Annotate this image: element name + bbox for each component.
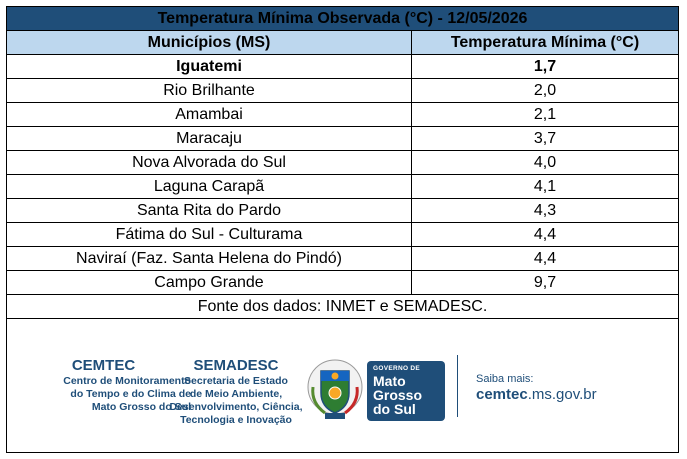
municipio-cell: Santa Rita do Pardo [6,198,412,223]
semadesc-desc-line: Desenvolvimento, Ciência, [169,401,303,413]
municipio-cell: Fátima do Sul - Culturama [6,222,412,247]
temperatura-cell: 4,3 [411,198,679,223]
temperatura-cell: 4,0 [411,150,679,175]
municipio-cell: Nova Alvorada do Sul [6,150,412,175]
cemtec-desc-line: do Tempo e do Clima de [70,388,191,400]
temperatura-cell: 4,1 [411,174,679,199]
table-row: Santa Rita do Pardo 4,3 [6,198,679,223]
temperatura-cell: 2,0 [411,78,679,103]
municipio-cell: Maracaju [6,126,412,151]
cemtec-name: CEMTEC [71,357,136,374]
cemtec-desc-line: Centro de Monitoramento [63,375,191,387]
municipio-cell: Campo Grande [6,270,412,295]
semadesc-desc-line: Tecnologia e Inovação [180,414,292,426]
temperatura-cell: 4,4 [411,246,679,271]
site-label: Saiba mais: [476,373,534,385]
header-row: Municípios (MS) Temperatura Mínima (°C) [6,30,679,55]
temperatura-cell: 9,7 [411,270,679,295]
temperatura-cell: 4,4 [411,222,679,247]
municipio-cell: Laguna Carapã [6,174,412,199]
data-source-note: Fonte dos dados: INMET e SEMADESC. [6,294,679,319]
footer-divider [457,355,458,417]
cemtec-desc-line: Mato Grosso do Sul [91,401,191,413]
semadesc-desc-line: de Meio Ambiente, [189,388,283,400]
website-info: Saiba mais: cemtec.ms.gov.br [476,372,597,404]
title-row: Temperatura Mínima Observada (°C) - 12/0… [6,6,679,31]
municipio-cell: Rio Brilhante [6,78,412,103]
temperatura-cell: 3,7 [411,126,679,151]
table-row: Naviraí (Faz. Santa Helena do Pindó) 4,4 [6,246,679,271]
table-row: Maracaju 3,7 [6,126,679,151]
governo-line: Mato [373,373,406,389]
governo-line: Grosso [373,387,423,403]
column-header-municipio: Municípios (MS) [6,30,412,55]
table-row: Laguna Carapã 4,1 [6,174,679,199]
temperature-table: Temperatura Mínima Observada (°C) - 12/0… [6,6,679,319]
governo-line: do Sul [373,401,416,417]
semadesc-desc-line: Secretaria de Estado [184,375,288,387]
governo-ms-logo: GOVERNO DE Mato Grosso do Sul [303,355,448,425]
site-url-rest: .ms.gov.br [527,386,597,403]
table-row: Iguatemi 1,7 [6,54,679,79]
municipio-cell: Amambai [6,102,412,127]
table-row: Rio Brilhante 2,0 [6,78,679,103]
temperatura-cell: 1,7 [411,54,679,79]
site-url-bold: cemtec [476,386,528,403]
semadesc-logo: SEMADESC Secretaria de Estado de Meio Am… [166,357,306,427]
table-row: Fátima do Sul - Culturama 4,4 [6,222,679,247]
table-row: Amambai 2,1 [6,102,679,127]
column-header-temperatura: Temperatura Mínima (°C) [411,30,679,55]
municipio-cell: Iguatemi [6,54,412,79]
governo-wordmark: GOVERNO DE Mato Grosso do Sul [367,361,445,421]
table-title: Temperatura Mínima Observada (°C) - 12/0… [6,6,679,31]
temperatura-cell: 2,1 [411,102,679,127]
coat-of-arms-icon [307,359,363,419]
municipio-cell: Naviraí (Faz. Santa Helena do Pindó) [6,246,412,271]
site-url[interactable]: cemtec.ms.gov.br [476,386,597,404]
semadesc-name: SEMADESC [193,357,279,374]
footer-logos: CEMTEC Centro de Monitoramento do Tempo … [6,345,679,453]
cemtec-logo: CEMTEC Centro de Monitoramento do Tempo … [16,357,191,414]
source-row: Fonte dos dados: INMET e SEMADESC. [6,294,679,319]
governo-small-label: GOVERNO DE [373,365,421,372]
table-row: Nova Alvorada do Sul 4,0 [6,150,679,175]
table-row: Campo Grande 9,7 [6,270,679,295]
